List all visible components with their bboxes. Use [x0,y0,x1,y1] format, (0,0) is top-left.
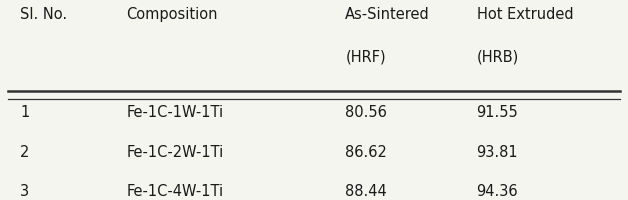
Text: 2: 2 [20,145,30,160]
Text: 80.56: 80.56 [345,105,387,120]
Text: (HRF): (HRF) [345,50,386,65]
Text: 86.62: 86.62 [345,145,387,160]
Text: (HRB): (HRB) [477,50,519,65]
Text: Fe-1C-4W-1Ti: Fe-1C-4W-1Ti [126,184,224,199]
Text: 94.36: 94.36 [477,184,518,199]
Text: 88.44: 88.44 [345,184,387,199]
Text: Hot Extruded: Hot Extruded [477,7,573,22]
Text: Fe-1C-1W-1Ti: Fe-1C-1W-1Ti [126,105,224,120]
Text: 3: 3 [20,184,30,199]
Text: 93.81: 93.81 [477,145,518,160]
Text: Fe-1C-2W-1Ti: Fe-1C-2W-1Ti [126,145,224,160]
Text: 91.55: 91.55 [477,105,518,120]
Text: Sl. No.: Sl. No. [20,7,67,22]
Text: As-Sintered: As-Sintered [345,7,430,22]
Text: Composition: Composition [126,7,218,22]
Text: 1: 1 [20,105,30,120]
